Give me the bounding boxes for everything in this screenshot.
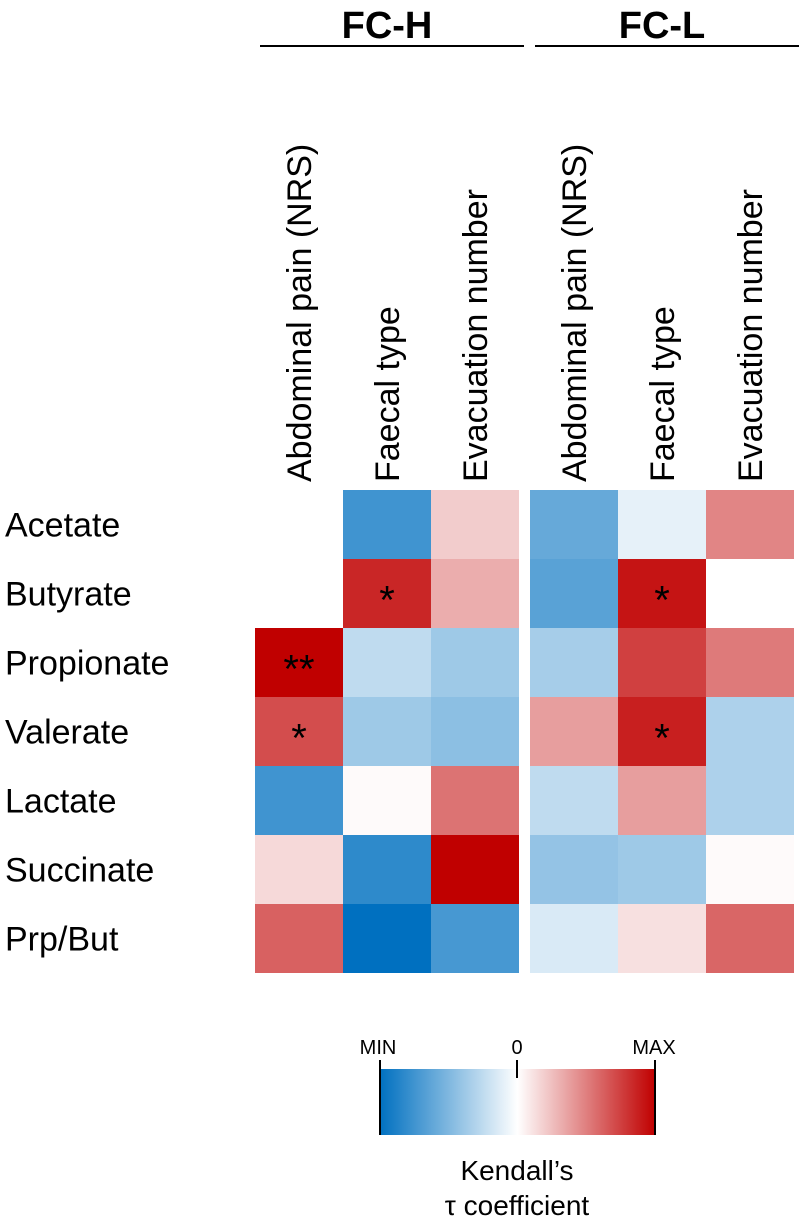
group-fc-h: FC-H Abdominal pain (NRS) Faecal type Evacu… — [255, 5, 524, 973]
heatmap-cell — [431, 766, 519, 835]
heatmap-cell — [618, 697, 706, 766]
row-label-butyrate: Butyrate — [5, 576, 132, 614]
heatmap-cell — [706, 835, 794, 904]
heatmap-cell — [255, 766, 343, 835]
column-label-evacuation-number: Evacuation number — [457, 189, 495, 482]
heatmap-cell — [706, 697, 794, 766]
heatmap-cell — [530, 835, 618, 904]
heatmap-cell — [530, 697, 618, 766]
significance-marker: * — [379, 579, 395, 623]
heatmap-cell — [618, 559, 706, 628]
legend-max-label: MAX — [632, 1037, 675, 1059]
significance-marker: * — [654, 579, 670, 623]
heatmap-cell — [255, 697, 343, 766]
heatmap-cell — [343, 490, 431, 559]
heatmap-cell — [706, 904, 794, 973]
heatmap-cell — [530, 559, 618, 628]
row-label-succinate: Succinate — [5, 852, 154, 890]
heatmap-cell — [343, 766, 431, 835]
column-label-faecal-type: Faecal type — [644, 306, 682, 482]
heatmap-cell — [431, 559, 519, 628]
heatmap-cell — [530, 628, 618, 697]
row-label-lactate: Lactate — [5, 783, 117, 821]
group-fc-l: FC-L Abdominal pain (NRS) Faecal type Evacu… — [530, 5, 799, 973]
heatmap-cell — [255, 559, 343, 628]
heatmap-cell — [618, 490, 706, 559]
color-legend: MIN 0 MAX Kendall’s τ coefficient — [360, 1037, 676, 1221]
legend-title-line-1: Kendall’s — [460, 1155, 573, 1186]
legend-min-label: MIN — [360, 1037, 397, 1059]
heatmap-cell — [255, 904, 343, 973]
heatmap-cell — [431, 835, 519, 904]
heatmap-cell — [343, 904, 431, 973]
heatmap-cell — [706, 766, 794, 835]
group-title-fc-h: FC-H — [342, 5, 433, 47]
heatmap-cell — [343, 697, 431, 766]
column-label-abdominal-pain-nrs: Abdominal pain (NRS) — [556, 144, 594, 482]
heatmap-cell — [618, 904, 706, 973]
row-label-prp-but: Prp/But — [5, 921, 119, 959]
heatmap-cell — [706, 628, 794, 697]
column-label-faecal-type: Faecal type — [369, 306, 407, 482]
heatmap-cell — [343, 559, 431, 628]
heatmap-cell — [530, 766, 618, 835]
significance-marker: ** — [283, 648, 314, 692]
heatmap-cell — [530, 490, 618, 559]
legend-zero-label: 0 — [511, 1037, 522, 1059]
heatmap-cell — [255, 490, 343, 559]
heatmap-cell — [618, 835, 706, 904]
heatmap-cell — [431, 628, 519, 697]
heatmap-cell — [255, 628, 343, 697]
heatmap-cell — [618, 766, 706, 835]
heatmap-cell — [530, 904, 618, 973]
heatmap-cell — [431, 490, 519, 559]
heatmap-cell — [343, 835, 431, 904]
heatmap-cell — [255, 835, 343, 904]
heatmap-cell — [343, 628, 431, 697]
row-label-propionate: Propionate — [5, 645, 169, 683]
group-title-fc-l: FC-L — [619, 5, 706, 47]
significance-marker: * — [654, 717, 670, 761]
heatmap-cell — [431, 904, 519, 973]
heatmap-cell — [431, 697, 519, 766]
legend-gradient-bar — [380, 1069, 655, 1135]
column-label-evacuation-number: Evacuation number — [732, 189, 770, 482]
significance-marker: * — [291, 717, 307, 761]
column-label-abdominal-pain-nrs: Abdominal pain (NRS) — [281, 144, 319, 482]
heatmap-cell — [618, 628, 706, 697]
legend-title-line-2: τ coefficient — [445, 1190, 590, 1221]
heatmap-cell — [706, 559, 794, 628]
row-label-valerate: Valerate — [5, 714, 129, 752]
heatmap-cell — [706, 490, 794, 559]
row-label-acetate: Acetate — [5, 507, 120, 545]
